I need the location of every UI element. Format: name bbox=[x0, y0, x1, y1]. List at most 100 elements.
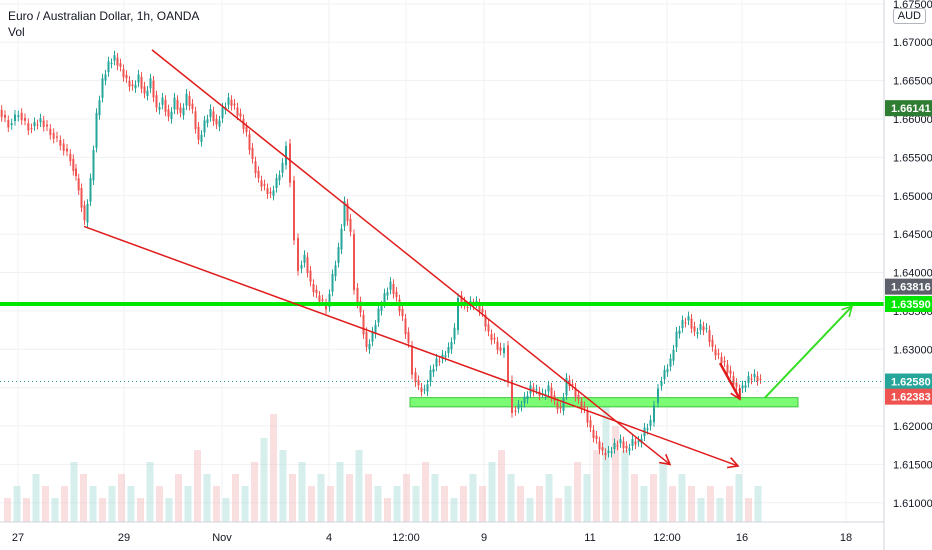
x-tick-label: 18 bbox=[840, 532, 852, 544]
trendline-arrowhead bbox=[730, 388, 741, 401]
volume-bar bbox=[127, 486, 135, 522]
volume-bar bbox=[355, 450, 363, 522]
candle-body bbox=[653, 405, 655, 423]
candle-body bbox=[80, 188, 83, 208]
candle-body bbox=[218, 120, 221, 127]
candle-body bbox=[309, 270, 312, 282]
candle-body bbox=[684, 322, 687, 324]
volume-bar bbox=[754, 486, 762, 522]
volume-bar bbox=[612, 426, 619, 522]
candle-body bbox=[514, 410, 517, 412]
candle-body bbox=[395, 291, 398, 298]
volume-bar bbox=[555, 498, 562, 522]
volume-bar bbox=[688, 486, 695, 522]
volume-bar bbox=[13, 486, 21, 522]
volume-bar bbox=[431, 474, 439, 522]
volume-bar bbox=[203, 474, 211, 522]
volume-bar bbox=[194, 450, 201, 522]
volume-bar bbox=[156, 486, 163, 522]
volume-bar bbox=[118, 474, 125, 522]
volume-bar bbox=[450, 498, 458, 522]
candle-body bbox=[176, 99, 179, 110]
candle-body bbox=[759, 378, 762, 380]
candle-body bbox=[368, 343, 371, 350]
volume-bar bbox=[89, 486, 97, 522]
candle-body bbox=[708, 330, 711, 342]
candle-body bbox=[46, 124, 48, 127]
volume-bar bbox=[593, 450, 600, 522]
volume-bar bbox=[222, 498, 230, 522]
candle-body bbox=[589, 420, 592, 428]
candle-body bbox=[601, 447, 604, 451]
volume-bar bbox=[184, 486, 192, 522]
candle-body bbox=[756, 376, 759, 382]
y-tick-label: 1.61000 bbox=[893, 498, 932, 510]
candle-body bbox=[613, 442, 616, 450]
candle-body bbox=[526, 395, 529, 400]
candle-body bbox=[66, 148, 68, 152]
volume-bar bbox=[640, 486, 648, 522]
volume-bar bbox=[99, 498, 106, 522]
candle-body bbox=[383, 293, 386, 304]
y-tick-label: 1.66000 bbox=[893, 114, 932, 126]
volume-bar bbox=[270, 414, 277, 522]
volume-bar bbox=[526, 498, 534, 522]
candle-body bbox=[478, 303, 481, 312]
candle-body bbox=[432, 368, 435, 373]
volume-bar bbox=[365, 474, 372, 522]
candle-body bbox=[595, 435, 598, 440]
candle-body bbox=[517, 404, 520, 409]
candle-body bbox=[507, 345, 509, 383]
y-tick-label: 1.66500 bbox=[893, 76, 932, 88]
price-label-text: 1.62383 bbox=[891, 392, 931, 404]
candle-body bbox=[59, 139, 62, 146]
candle-body bbox=[239, 113, 242, 117]
candle-body bbox=[711, 339, 714, 347]
candle-body bbox=[137, 74, 140, 83]
candle-body bbox=[687, 316, 690, 321]
volume-bar bbox=[545, 474, 553, 522]
candle-body bbox=[729, 370, 732, 374]
candle-body bbox=[484, 314, 487, 327]
candle-body bbox=[75, 168, 77, 177]
candle-body bbox=[72, 158, 75, 171]
candle-body bbox=[49, 128, 52, 136]
volume-bar bbox=[298, 462, 306, 522]
trendline bbox=[718, 362, 742, 400]
candle-body bbox=[744, 385, 747, 388]
candle-body bbox=[182, 107, 185, 116]
candle-body bbox=[161, 97, 164, 105]
trendline bbox=[83, 225, 739, 467]
candle-body bbox=[520, 405, 523, 407]
candle-body bbox=[374, 324, 377, 334]
volume-bar bbox=[42, 486, 49, 522]
currency-badge[interactable]: AUD bbox=[892, 8, 926, 24]
candle-body bbox=[556, 403, 559, 410]
price-label-tag bbox=[885, 278, 932, 295]
volume-bar bbox=[745, 498, 752, 522]
candle-body bbox=[331, 274, 334, 292]
candle-body bbox=[170, 111, 173, 119]
candle-body bbox=[297, 237, 299, 271]
candle-body bbox=[191, 103, 194, 110]
candle-body bbox=[289, 143, 291, 183]
candle-body bbox=[278, 175, 281, 181]
volume-label: Vol bbox=[8, 25, 25, 39]
candle-body bbox=[39, 118, 42, 123]
candle-body bbox=[732, 376, 735, 385]
candle-body bbox=[535, 389, 538, 391]
volume-bar bbox=[374, 486, 382, 522]
candle-body bbox=[678, 330, 681, 334]
candle-body bbox=[753, 373, 756, 378]
candle-body bbox=[14, 114, 16, 122]
volume-bar bbox=[517, 486, 524, 522]
candle-body bbox=[200, 134, 203, 143]
volume-bar bbox=[422, 462, 429, 522]
candle-body bbox=[143, 86, 146, 94]
candle-body bbox=[86, 203, 89, 223]
price-label-text: 1.63816 bbox=[891, 282, 931, 294]
volume-bar bbox=[308, 486, 315, 522]
candle-body bbox=[197, 126, 200, 140]
